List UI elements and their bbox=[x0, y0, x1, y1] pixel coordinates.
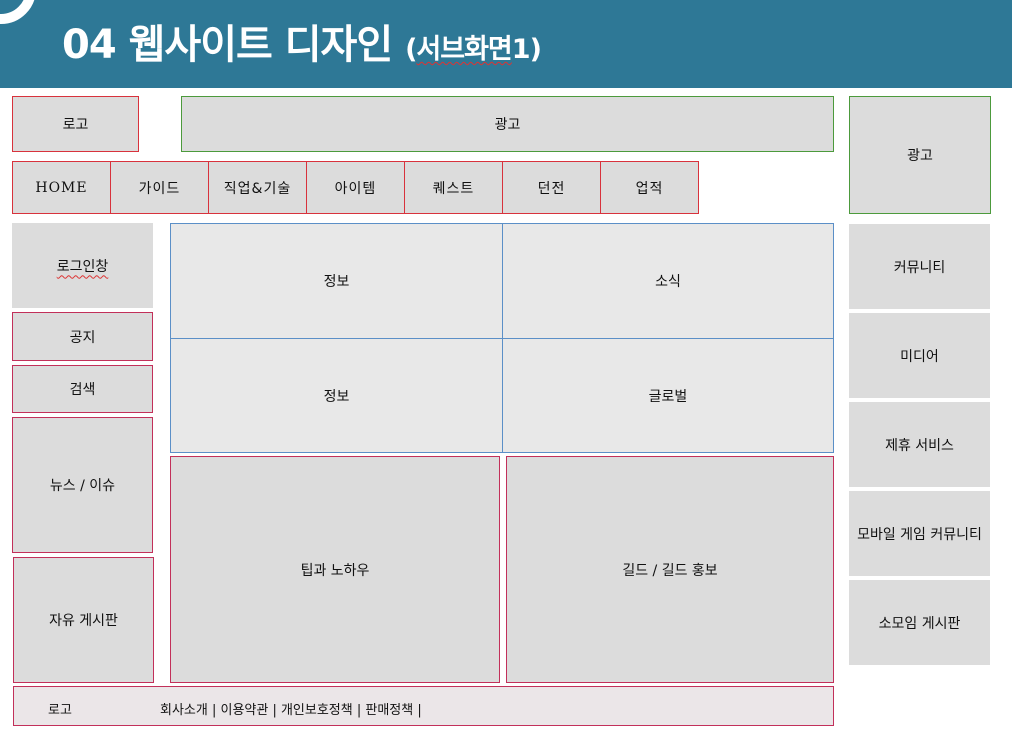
footer: 로고 회사소개 | 이용약관 | 개인보호정책 | 판매정책 | bbox=[13, 686, 834, 726]
footer-links[interactable]: 회사소개 | 이용약관 | 개인보호정책 | 판매정책 | bbox=[160, 703, 422, 718]
nav-item-home[interactable]: HOME bbox=[13, 162, 111, 213]
grid-cell-info-2[interactable]: 정보 bbox=[323, 388, 350, 405]
free-board-box[interactable]: 자유 게시판 bbox=[13, 557, 154, 683]
main-nav: HOME 가이드 직업&기술 아이템 퀘스트 던전 업적 bbox=[12, 161, 699, 214]
footer-logo[interactable]: 로고 bbox=[48, 703, 72, 718]
nav-item-quests[interactable]: 퀘스트 bbox=[405, 162, 503, 213]
nav-item-jobs-skills[interactable]: 직업&기술 bbox=[209, 162, 307, 213]
news-box[interactable]: 뉴스 / 이슈 bbox=[12, 417, 153, 553]
nav-item-items[interactable]: 아이템 bbox=[307, 162, 405, 213]
search-box[interactable]: 검색 bbox=[12, 365, 153, 413]
title-main: 04 웹사이트 디자인 bbox=[62, 22, 393, 68]
nav-item-guide[interactable]: 가이드 bbox=[111, 162, 209, 213]
partner-service-box[interactable]: 제휴 서비스 bbox=[849, 402, 990, 487]
page-title: 04 웹사이트 디자인 (서브화면1) bbox=[62, 12, 542, 70]
community-box[interactable]: 커뮤니티 bbox=[849, 224, 990, 309]
tips-box[interactable]: 팁과 노하우 bbox=[170, 456, 500, 683]
logo-box[interactable]: 로고 bbox=[12, 96, 139, 152]
side-ad[interactable]: 광고 bbox=[849, 96, 991, 214]
login-box[interactable]: 로그인창 bbox=[12, 223, 153, 308]
grid-cell-news[interactable]: 소식 bbox=[655, 274, 681, 290]
small-group-board-box[interactable]: 소모임 게시판 bbox=[849, 580, 990, 665]
notice-box[interactable]: 공지 bbox=[12, 312, 153, 361]
media-box[interactable]: 미디어 bbox=[849, 313, 990, 398]
nav-item-achievements[interactable]: 업적 bbox=[635, 180, 664, 197]
grid-cell-global[interactable]: 글로벌 bbox=[648, 388, 688, 405]
ad-banner[interactable]: 광고 bbox=[181, 96, 834, 152]
guild-box[interactable]: 길드 / 길드 홍보 bbox=[506, 456, 834, 683]
mobile-game-community-box[interactable]: 모바일 게임 커뮤니티 bbox=[849, 491, 990, 576]
title-subtitle: (서브화면1) bbox=[405, 34, 542, 65]
info-grid: 정보 소식 정보 글로벌 bbox=[170, 223, 834, 453]
login-label: 로그인창 bbox=[56, 258, 109, 275]
grid-cell-info-1[interactable]: 정보 bbox=[323, 274, 350, 290]
header-bar: 04 웹사이트 디자인 (서브화면1) bbox=[0, 0, 1012, 88]
corner-circle-decoration bbox=[0, 0, 36, 24]
nav-item-dungeons[interactable]: 던전 bbox=[503, 162, 601, 213]
grid-divider-horizontal bbox=[171, 338, 833, 339]
